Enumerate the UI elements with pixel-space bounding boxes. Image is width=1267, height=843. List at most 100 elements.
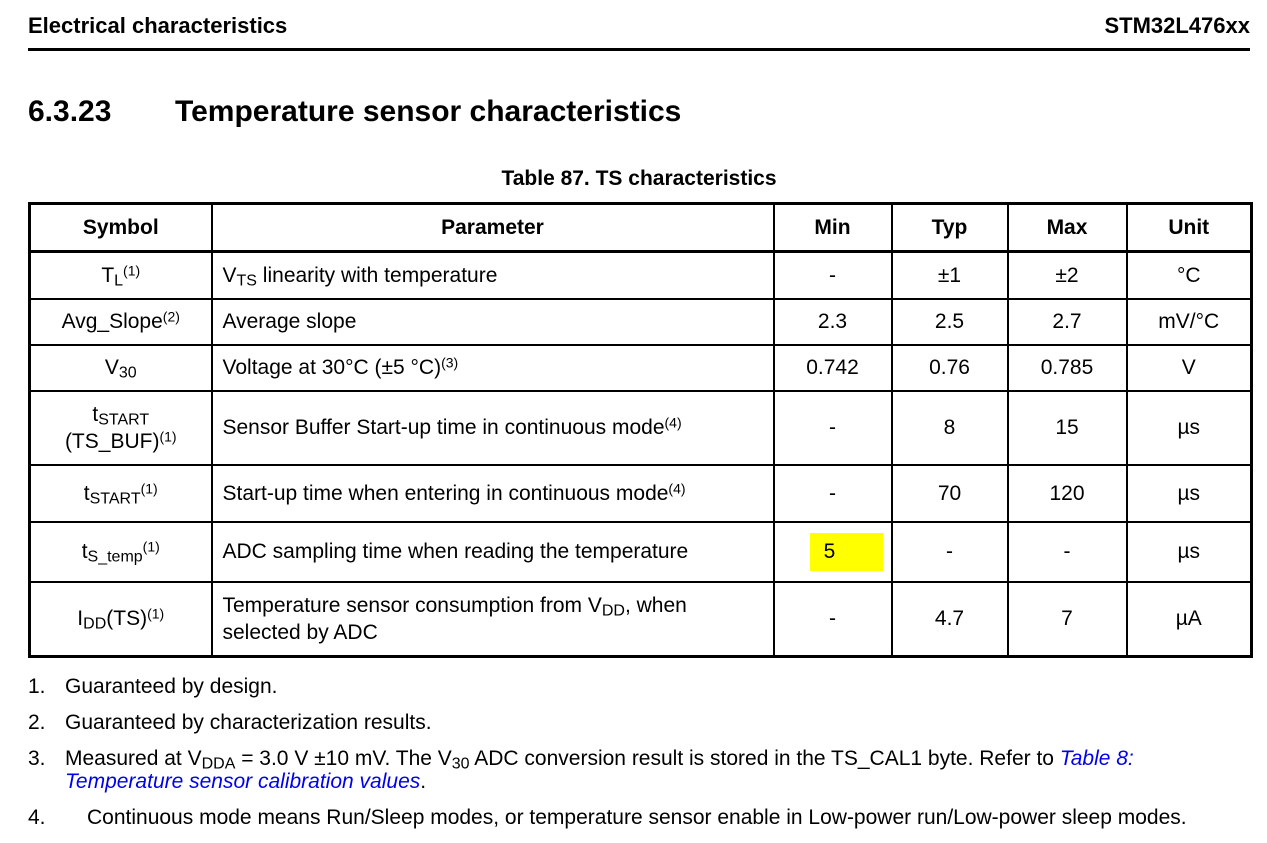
table8-link[interactable]: Temperature sensor calibration values: [65, 770, 421, 793]
table-row: tSTART(1) Start-up time when entering in …: [28, 463, 1253, 523]
cell-max: ±2: [1006, 250, 1128, 300]
footnote-ref: (1): [147, 605, 165, 622]
footnote: 2. Guaranteed by characterization result…: [28, 711, 1250, 734]
cell-symbol: tSTART (TS_BUF)(1): [28, 389, 213, 466]
cell-symbol: tS_temp(1): [28, 520, 213, 583]
cell-parameter: ADC sampling time when reading the tempe…: [210, 520, 775, 583]
footnote-number: 2.: [28, 711, 46, 734]
cell-unit: µA: [1125, 580, 1253, 658]
footnote-ref: (4): [664, 414, 682, 431]
cell-symbol: Avg_Slope(2): [28, 297, 213, 346]
footnotes: 1. Guaranteed by design. 2. Guaranteed b…: [28, 675, 1250, 842]
ts-characteristics-table: Symbol Parameter Min Typ Max Unit TL(1) V…: [28, 202, 1253, 658]
table-row: TL(1) VTS linearity with temperature - ±1 ±2…: [28, 250, 1253, 300]
cell-min: -: [772, 463, 893, 523]
table-row: tSTART (TS_BUF)(1) Sensor Buffer Start-up …: [28, 389, 1253, 466]
cell-symbol: V30: [28, 343, 213, 392]
subscript: DD: [83, 615, 107, 633]
cell-min: -: [772, 580, 893, 658]
footnote-ref: (4): [668, 480, 686, 497]
cell-parameter: Sensor Buffer Start-up time in continuou…: [210, 389, 775, 466]
cell-typ: 8: [890, 389, 1009, 466]
cell-typ: 0.76: [890, 343, 1009, 392]
footnote-ref: (1): [159, 428, 177, 445]
table8-link[interactable]: Table 8:: [1059, 747, 1134, 770]
cell-min: -: [772, 389, 893, 466]
footnote-text: Guaranteed by design.: [65, 675, 278, 698]
cell-typ: 2.5: [890, 297, 1009, 346]
table-body: TL(1) VTS linearity with temperature - ±1 ±2…: [28, 250, 1253, 658]
subscript: DDA: [201, 755, 236, 773]
cell-max: 15: [1006, 389, 1128, 466]
cell-max: 0.785: [1006, 343, 1128, 392]
subscript: TS: [236, 272, 257, 290]
subscript: L: [114, 272, 124, 290]
header-rule: [28, 48, 1250, 51]
cell-parameter: VTS linearity with temperature: [210, 250, 775, 300]
footnote-text: Measured at VDDA = 3.0 V ±10 mV. The V30…: [65, 747, 1134, 793]
subscript: START: [89, 490, 141, 508]
footnote-ref: (1): [123, 262, 141, 279]
col-header-min: Min: [772, 202, 893, 253]
table-row: Avg_Slope(2) Average slope 2.3 2.5 2.7 mV/°C: [28, 297, 1253, 346]
cell-unit: µs: [1125, 520, 1253, 583]
table-row: tS_temp(1) ADC sampling time when reading…: [28, 520, 1253, 583]
footnote: 4. Continuous mode means Run/Sleep modes…: [28, 806, 1250, 829]
col-header-unit: Unit: [1125, 202, 1253, 253]
footnote-ref: (1): [140, 480, 158, 497]
subscript: 30: [451, 755, 470, 773]
subscript: S_temp: [87, 548, 143, 566]
col-header-symbol: Symbol: [28, 202, 213, 253]
footnote-number: 4.: [28, 806, 46, 829]
cell-parameter: Start-up time when entering in continuou…: [210, 463, 775, 523]
cell-symbol: TL(1): [28, 250, 213, 300]
cell-min: -: [772, 250, 893, 300]
footnote: 3. Measured at VDDA = 3.0 V ±10 mV. The …: [28, 747, 1250, 793]
section-title: Temperature sensor characteristics: [175, 95, 682, 128]
footnote-ref: (2): [162, 308, 180, 325]
table-title: Table 87. TS characteristics: [501, 167, 777, 190]
cell-unit: V: [1125, 343, 1253, 392]
col-header-parameter: Parameter: [210, 202, 775, 253]
section-number: 6.3.23: [28, 95, 112, 128]
cell-symbol: IDD(TS)(1): [28, 580, 213, 658]
cell-unit: mV/°C: [1125, 297, 1253, 346]
subscript: 30: [118, 364, 137, 382]
footnote-ref: (1): [142, 538, 160, 555]
footnote-text: Continuous mode means Run/Sleep modes, o…: [87, 806, 1187, 829]
highlighted-value: 5: [809, 532, 884, 571]
col-header-max: Max: [1006, 202, 1128, 253]
cell-unit: µs: [1125, 463, 1253, 523]
footnote-text: Guaranteed by characterization results.: [65, 711, 432, 734]
cell-unit: °C: [1125, 250, 1253, 300]
cell-typ: 70: [890, 463, 1009, 523]
cell-typ: 4.7: [890, 580, 1009, 658]
cell-parameter: Average slope: [210, 297, 775, 346]
cell-max: -: [1006, 520, 1128, 583]
cell-max: 120: [1006, 463, 1128, 523]
cell-max: 7: [1006, 580, 1128, 658]
footnote-number: 1.: [28, 675, 46, 698]
cell-unit: µs: [1125, 389, 1253, 466]
cell-parameter: Temperature sensor consumption from VDD,…: [210, 580, 775, 658]
footnote-ref: (3): [441, 354, 459, 371]
cell-symbol: tSTART(1): [28, 463, 213, 523]
table-header-row: Symbol Parameter Min Typ Max Unit: [28, 202, 1253, 253]
cell-typ: ±1: [890, 250, 1009, 300]
cell-min: 5: [772, 520, 893, 583]
cell-min: 2.3: [772, 297, 893, 346]
col-header-typ: Typ: [890, 202, 1009, 253]
header-part-number: STM32L476xx: [1104, 13, 1250, 38]
section-heading: 6.3.23 Temperature sensor characteristics: [28, 95, 681, 129]
subscript: DD: [601, 602, 625, 620]
header-section-title: Electrical characteristics: [28, 13, 288, 38]
subscript: START: [98, 411, 150, 429]
table-row: IDD(TS)(1) Temperature sensor consumption…: [28, 580, 1253, 658]
table-row: V30 Voltage at 30°C (±5 °C)(3) 0.742 0.76 0.…: [28, 343, 1253, 392]
cell-min: 0.742: [772, 343, 893, 392]
cell-parameter: Voltage at 30°C (±5 °C)(3): [210, 343, 775, 392]
footnote-number: 3.: [28, 747, 46, 770]
cell-max: 2.7: [1006, 297, 1128, 346]
cell-typ: -: [890, 520, 1009, 583]
